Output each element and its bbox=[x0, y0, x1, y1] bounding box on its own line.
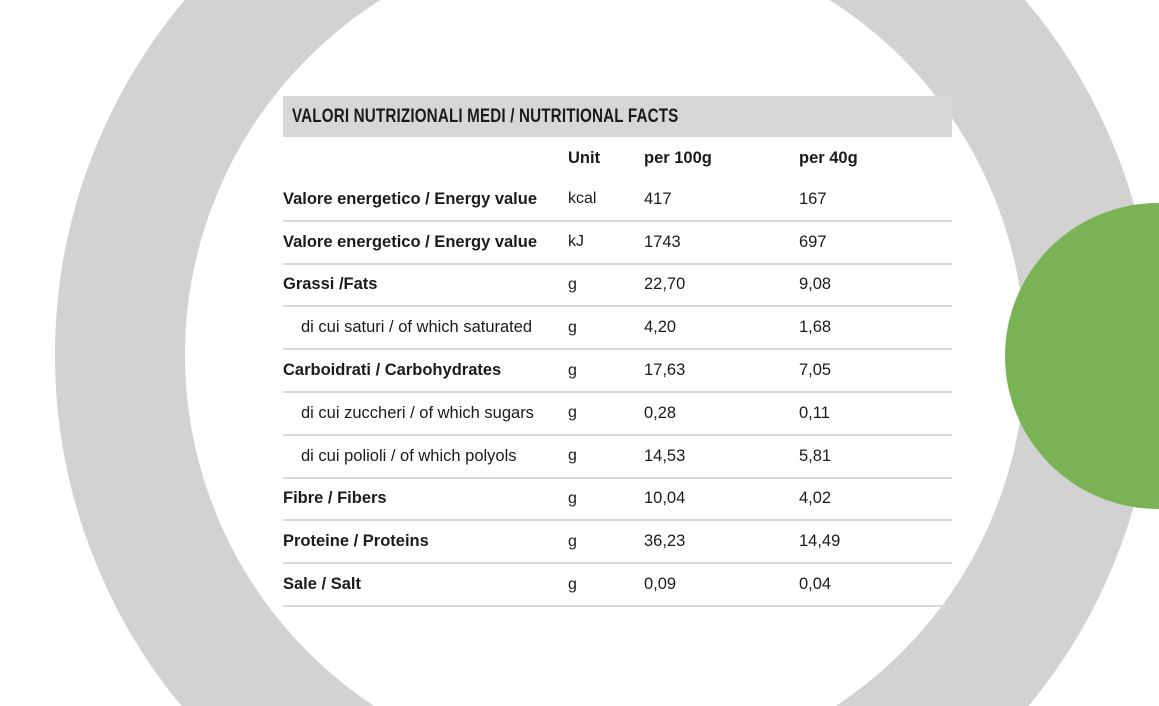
table-row-fibers: Fibre / Fibers g 10,04 4,02 bbox=[283, 479, 952, 522]
table-row-polyols: di cui polioli / of which polyols g 14,5… bbox=[283, 436, 952, 479]
table-row-fats: Grassi /Fats g 22,70 9,08 bbox=[283, 265, 952, 308]
row-unit: g bbox=[568, 404, 577, 422]
row-unit: kJ bbox=[568, 233, 584, 251]
row-per40: 7,05 bbox=[799, 361, 832, 380]
row-unit: g bbox=[568, 318, 577, 336]
table-title: VALORI NUTRIZIONALI MEDI / NUTRITIONAL F… bbox=[292, 105, 679, 127]
row-unit: g bbox=[568, 447, 577, 465]
row-per100: 10,04 bbox=[644, 489, 686, 508]
row-per40: 4,02 bbox=[799, 489, 832, 508]
row-per40: 1,68 bbox=[799, 318, 832, 337]
column-header-per40: per 40g bbox=[799, 148, 858, 167]
table-row-sugars: di cui zuccheri / of which sugars g 0,28… bbox=[283, 393, 952, 436]
table-row-carbohydrates: Carboidrati / Carbohydrates g 17,63 7,05 bbox=[283, 350, 952, 393]
row-unit: g bbox=[568, 361, 577, 379]
row-per40: 5,81 bbox=[799, 446, 832, 465]
row-label: di cui zuccheri / of which sugars bbox=[301, 403, 534, 422]
row-per100: 0,28 bbox=[644, 403, 677, 422]
row-unit: g bbox=[568, 532, 577, 550]
row-per40: 0,04 bbox=[799, 575, 832, 594]
table-row-energy-kj: Valore energetico / Energy value kJ 1743… bbox=[283, 222, 952, 265]
table-row-proteins: Proteine / Proteins g 36,23 14,49 bbox=[283, 521, 952, 565]
row-unit: g bbox=[568, 275, 577, 293]
row-per100: 22,70 bbox=[644, 275, 686, 294]
row-per100: 417 bbox=[644, 189, 672, 208]
row-unit: g bbox=[568, 489, 577, 507]
table-row-saturated: di cui saturi / of which saturated g 4,2… bbox=[283, 307, 952, 351]
column-header-unit: Unit bbox=[568, 148, 601, 167]
table-row-salt: Sale / Salt g 0,09 0,04 bbox=[283, 564, 952, 607]
row-label: di cui saturi / of which saturated bbox=[301, 318, 533, 337]
row-per40: 9,08 bbox=[799, 275, 832, 294]
nutrition-facts-table: VALORI NUTRIZIONALI MEDI / NUTRITIONAL F… bbox=[283, 96, 952, 607]
row-per100: 17,63 bbox=[644, 361, 686, 380]
row-label: Grassi /Fats bbox=[283, 275, 378, 294]
row-per40: 167 bbox=[799, 189, 827, 208]
column-header-per100: per 100g bbox=[644, 148, 712, 167]
row-label: Proteine / Proteins bbox=[283, 532, 429, 551]
row-per40: 697 bbox=[799, 232, 827, 251]
row-label: Fibre / Fibers bbox=[283, 489, 387, 508]
row-per100: 1743 bbox=[644, 232, 681, 251]
row-per100: 0,09 bbox=[644, 575, 677, 594]
row-per100: 36,23 bbox=[644, 532, 686, 551]
row-label: Carboidrati / Carbohydrates bbox=[283, 361, 502, 380]
row-label: Sale / Salt bbox=[283, 575, 361, 594]
row-per40: 14,49 bbox=[799, 532, 841, 551]
column-header-row: Unit per 100g per 40g bbox=[283, 137, 952, 179]
row-unit: g bbox=[568, 575, 577, 593]
row-per40: 0,11 bbox=[799, 403, 830, 422]
row-label: Valore energetico / Energy value bbox=[283, 189, 538, 208]
row-label: di cui polioli / of which polyols bbox=[301, 446, 517, 465]
row-label: Valore energetico / Energy value bbox=[283, 232, 538, 251]
row-unit: kcal bbox=[568, 190, 597, 208]
green-circle-decoration bbox=[1005, 203, 1159, 509]
table-row-energy-kcal: Valore energetico / Energy value kcal 41… bbox=[283, 179, 952, 222]
row-per100: 14,53 bbox=[644, 446, 686, 465]
row-per100: 4,20 bbox=[644, 318, 677, 337]
table-title-band: VALORI NUTRIZIONALI MEDI / NUTRITIONAL F… bbox=[283, 96, 952, 137]
